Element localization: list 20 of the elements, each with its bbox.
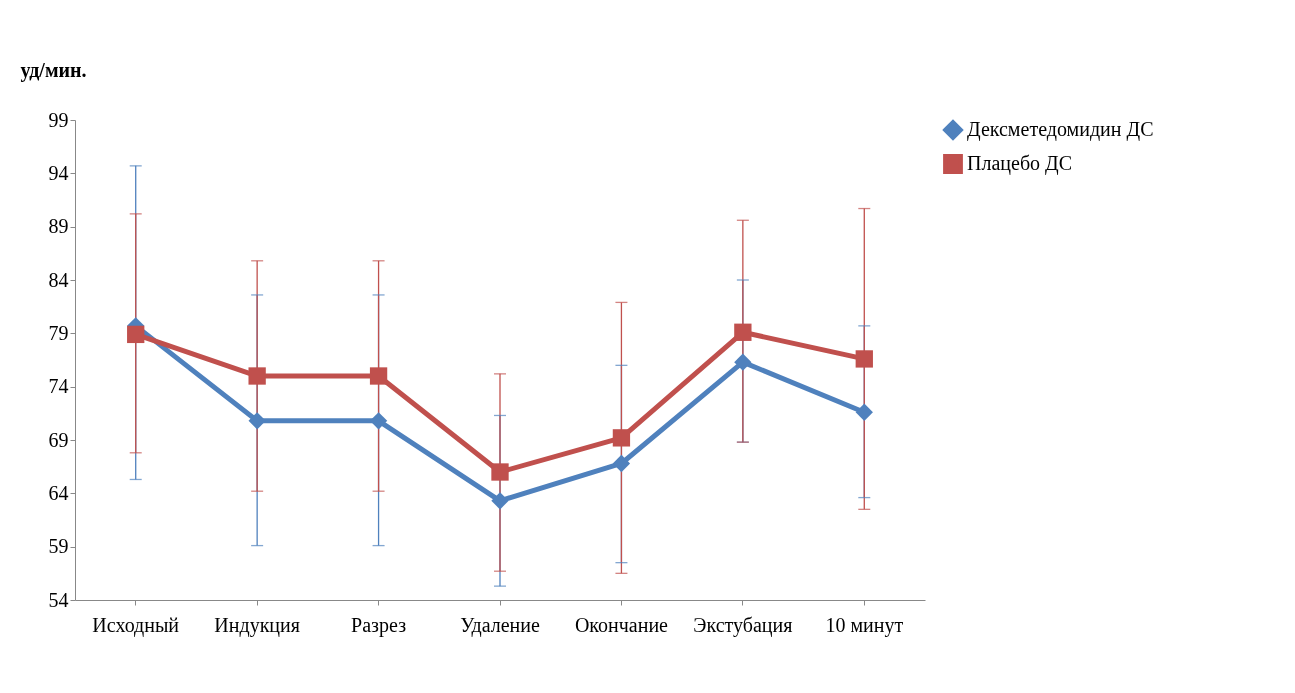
- y-tick-label: 89: [48, 215, 69, 238]
- y-tick-label: 79: [48, 321, 69, 344]
- x-tick-label: Удаление: [460, 613, 540, 637]
- y-tick-label: 64: [48, 481, 69, 504]
- y-tick-label: 99: [48, 108, 69, 131]
- x-tick-label: Экстубация: [693, 613, 793, 637]
- y-tick-label: 84: [48, 268, 69, 291]
- y-tick-label: 54: [48, 588, 69, 611]
- y-axis-title: уд/мин.: [20, 58, 87, 82]
- legend-label: Дексметедомидин ДС: [967, 118, 1154, 141]
- x-tick-label: Разрез: [351, 613, 407, 637]
- x-tick-label: Индукция: [214, 613, 300, 637]
- x-tick-label: 10 минут: [825, 613, 904, 637]
- y-tick-label: 69: [48, 428, 69, 451]
- y-tick-label: 94: [48, 161, 69, 184]
- x-tick-label: Исходный: [92, 613, 180, 637]
- y-tick-label: 59: [48, 535, 69, 558]
- legend-label: Плацебо ДС: [967, 152, 1073, 175]
- y-tick-label: 74: [48, 375, 69, 398]
- x-tick-label: Окончание: [574, 613, 669, 636]
